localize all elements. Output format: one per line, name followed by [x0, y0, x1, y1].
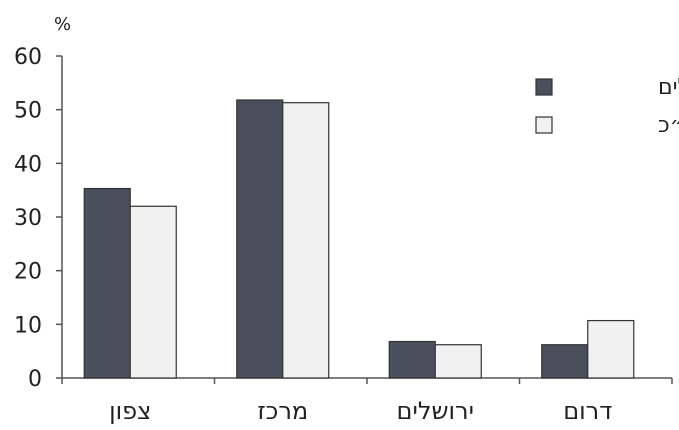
bar-series-2	[587, 319, 635, 379]
legend-swatch	[535, 78, 553, 96]
y-tick-labels: 0 10 20 30 40 50 60	[14, 45, 62, 392]
bar-series-1	[541, 344, 589, 379]
category-labels: צפון מרכז ירושלים דרום	[109, 397, 612, 425]
legend: מובילים סה״כ	[535, 75, 679, 138]
category-label: מרכז	[257, 397, 308, 425]
legend-swatch	[535, 116, 553, 134]
y-tick-label: 10	[14, 313, 42, 338]
bar-series-2	[282, 102, 330, 379]
y-tick-label: 20	[14, 260, 42, 285]
bar-series-2	[129, 205, 177, 379]
y-tick-label: 40	[14, 152, 42, 177]
bar-series-1	[388, 340, 436, 379]
legend-label: מובילים	[658, 75, 679, 100]
bar-series-2	[434, 344, 482, 379]
y-tick-label: 50	[14, 99, 42, 124]
category-label: ירושלים	[397, 397, 474, 425]
category-label: דרום	[563, 397, 612, 425]
y-tick-label: 0	[28, 367, 42, 392]
legend-label: סה״כ	[658, 113, 679, 138]
y-tick-label: 60	[14, 45, 42, 70]
bars	[83, 99, 635, 379]
x-tick-marks	[61, 378, 673, 384]
category-label: צפון	[109, 397, 151, 425]
y-tick-label: 30	[14, 206, 42, 231]
bar-series-1	[236, 99, 284, 379]
bar-series-1	[83, 187, 131, 379]
y-axis-unit-label: %	[54, 14, 71, 35]
